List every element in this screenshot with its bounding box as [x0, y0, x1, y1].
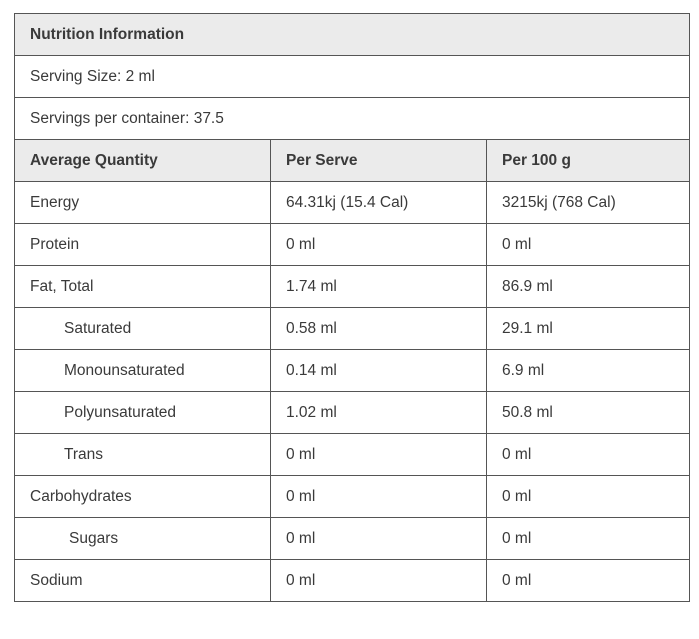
nutrient-name: Saturated: [14, 307, 271, 350]
per-100g-value: 86.9 ml: [485, 265, 691, 308]
nutrient-name: Carbohydrates: [14, 475, 271, 518]
table-row: Trans 0 ml 0 ml: [14, 433, 691, 476]
nutrient-name: Sugars: [14, 517, 271, 560]
per-serve-value: 64.31kj (15.4 Cal): [270, 181, 487, 224]
servings-per-container: Servings per container: 37.5: [13, 97, 691, 140]
per-serve-value: 0 ml: [270, 559, 487, 602]
per-100g-value: 0 ml: [485, 433, 691, 476]
per-serve-value: 0 ml: [270, 475, 487, 518]
per-serve-value: 0.58 ml: [270, 307, 487, 350]
servings-per-container-row: Servings per container: 37.5: [13, 97, 691, 140]
per-serve-value: 0 ml: [270, 223, 487, 266]
table-row: Monounsaturated 0.14 ml 6.9 ml: [14, 349, 691, 392]
per-serve-value: 1.02 ml: [270, 391, 487, 434]
table-row: Carbohydrates 0 ml 0 ml: [14, 475, 691, 518]
per-serve-value: 0 ml: [270, 517, 487, 560]
nutrient-name: Trans: [14, 433, 271, 476]
header-per-serve: Per Serve: [270, 139, 487, 182]
nutrient-name: Sodium: [14, 559, 271, 602]
table-row: Polyunsaturated 1.02 ml 50.8 ml: [14, 391, 691, 434]
nutrient-name: Monounsaturated: [14, 349, 271, 392]
nutrient-name: Energy: [14, 181, 271, 224]
table-row: Protein 0 ml 0 ml: [14, 223, 691, 266]
table-title: Nutrition Information: [13, 13, 691, 56]
table-row: Energy 64.31kj (15.4 Cal) 3215kj (768 Ca…: [14, 181, 691, 224]
per-100g-value: 0 ml: [485, 475, 691, 518]
title-row: Nutrition Information: [13, 13, 691, 56]
serving-size: Serving Size: 2 ml: [13, 55, 691, 98]
per-100g-value: 0 ml: [485, 517, 691, 560]
per-100g-value: 50.8 ml: [485, 391, 691, 434]
serving-size-row: Serving Size: 2 ml: [13, 55, 691, 98]
per-serve-value: 0.14 ml: [270, 349, 487, 392]
table-row: Sodium 0 ml 0 ml: [14, 559, 691, 602]
nutrient-name: Protein: [14, 223, 271, 266]
per-100g-value: 6.9 ml: [485, 349, 691, 392]
per-100g-value: 3215kj (768 Cal): [485, 181, 691, 224]
header-average-quantity: Average Quantity: [14, 139, 271, 182]
table-row: Fat, Total 1.74 ml 86.9 ml: [14, 265, 691, 308]
nutrition-panel: Nutrition Information Serving Size: 2 ml…: [13, 13, 691, 602]
header-per-100g: Per 100 g: [485, 139, 691, 182]
header-row: Average Quantity Per Serve Per 100 g: [14, 139, 691, 182]
per-100g-value: 0 ml: [485, 223, 691, 266]
nutrient-name: Fat, Total: [14, 265, 271, 308]
nutrition-table: Nutrition Information Serving Size: 2 ml…: [13, 13, 691, 602]
table-row: Sugars 0 ml 0 ml: [14, 517, 691, 560]
per-100g-value: 29.1 ml: [485, 307, 691, 350]
table-row: Saturated 0.58 ml 29.1 ml: [14, 307, 691, 350]
per-serve-value: 1.74 ml: [270, 265, 487, 308]
nutrient-name: Polyunsaturated: [14, 391, 271, 434]
per-100g-value: 0 ml: [485, 559, 691, 602]
per-serve-value: 0 ml: [270, 433, 487, 476]
